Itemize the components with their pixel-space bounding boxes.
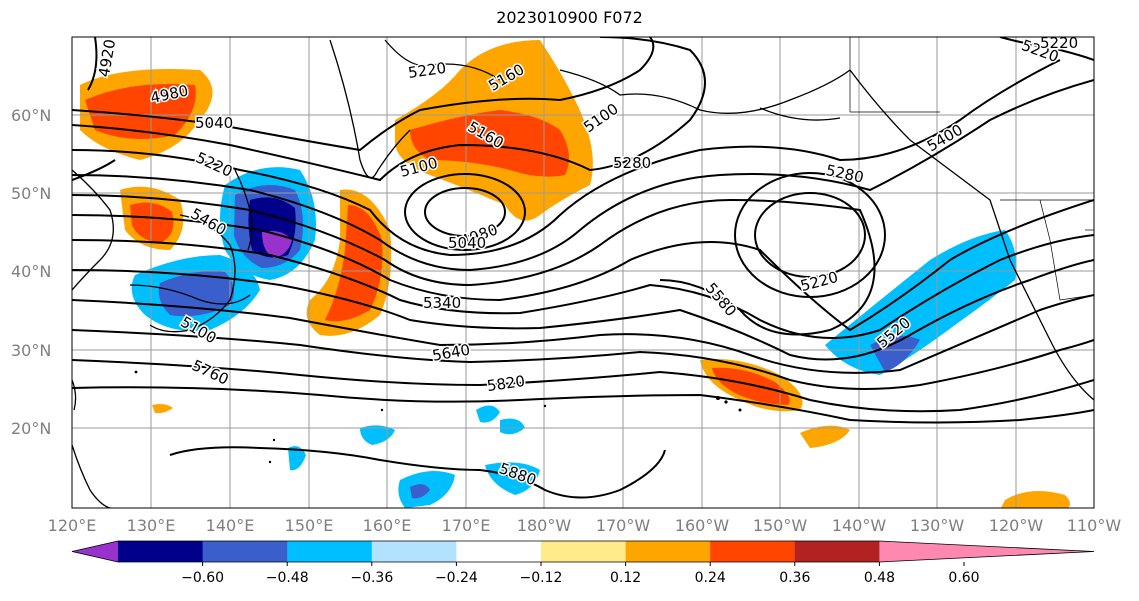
lon-tick: 170°W <box>596 516 651 535</box>
contour-label: 5580 <box>702 279 740 320</box>
lon-tick: 120°W <box>989 516 1044 535</box>
lon-tick: 140°W <box>832 516 887 535</box>
lon-tick: 120°E <box>48 516 97 535</box>
colorbar-segment <box>625 541 711 562</box>
contour-label: 5040 <box>448 234 486 252</box>
lat-tick: 60°N <box>11 106 51 125</box>
colorbar-segment <box>456 541 542 562</box>
lon-tick: 160°E <box>363 516 412 535</box>
colorbar: −0.60 −0.48 −0.36 −0.24 −0.12 0.12 0.24 0.36 0.4… <box>71 540 1095 586</box>
contour-label: 5040 <box>195 114 233 132</box>
lon-tick: 130°W <box>910 516 965 535</box>
colorbar-tick-label: −0.12 <box>520 570 563 586</box>
contour-label: 5100 <box>580 100 622 137</box>
colorbar-tick-label: 0.48 <box>864 570 895 586</box>
lon-tick: 150°W <box>753 516 808 535</box>
colorbar-outline <box>71 540 1095 563</box>
lon-tick: 140°E <box>206 516 255 535</box>
colorbar-extend-low <box>72 541 118 562</box>
map-frame <box>71 36 1095 509</box>
colorbar-segment <box>541 541 627 562</box>
lon-tick: 170°E <box>442 516 491 535</box>
colorbar-tick-label: −0.24 <box>435 570 478 586</box>
longitude-axis: 120°E 130°E 140°E 150°E 160°E 170°E 180°… <box>48 516 1122 535</box>
contour-label: 5760 <box>189 356 231 388</box>
colorbar-tick-label: 0.36 <box>779 570 810 586</box>
political-borders <box>849 37 1094 301</box>
map-area: 4920 4980 5040 5220 5460 5100 5220 5160 … <box>72 34 1094 508</box>
contour-label: 5220 <box>407 59 447 82</box>
contour-label: 5340 <box>423 294 461 312</box>
colorbar-extend-high <box>879 541 1094 562</box>
latitude-axis: 60°N 50°N 40°N 30°N 20°N <box>11 106 51 438</box>
colorbar-segment <box>202 541 288 562</box>
lon-tick: 110°W <box>1067 516 1122 535</box>
contour-label: 4920 <box>95 38 119 79</box>
colorbar-segment <box>371 541 457 562</box>
height-contours <box>72 37 1094 499</box>
contour-label: 5820 <box>486 372 526 395</box>
colorbar-tick-label: 0.24 <box>695 570 726 586</box>
contour-label: 5220 <box>1040 34 1078 52</box>
colorbar-tick-label: −0.48 <box>266 570 309 586</box>
colorbar-tick-label: −0.36 <box>350 570 393 586</box>
lon-tick: 180°W <box>517 516 572 535</box>
colorbar-tick-label: 0.60 <box>948 570 979 586</box>
colorbar-segment <box>118 541 204 562</box>
lat-tick: 30°N <box>11 341 51 360</box>
contour-label: 5400 <box>924 121 966 156</box>
colorbar-segment <box>794 541 880 562</box>
lat-tick: 40°N <box>11 262 51 281</box>
lon-tick: 160°W <box>675 516 730 535</box>
contour-label: 5220 <box>193 148 235 180</box>
chart-title: 2023010900 F072 <box>496 8 643 27</box>
colorbar-segment <box>710 541 796 562</box>
lat-tick: 50°N <box>11 184 51 203</box>
contour-label: 5280 <box>613 154 651 172</box>
lon-tick: 130°E <box>127 516 176 535</box>
contour-label: 5220 <box>799 268 841 295</box>
lon-tick: 150°E <box>285 516 334 535</box>
colorbar-tick-label: −0.60 <box>181 570 224 586</box>
lat-tick: 20°N <box>11 419 51 438</box>
colorbar-tick-label: 0.12 <box>610 570 641 586</box>
colorbar-segment <box>287 541 373 562</box>
